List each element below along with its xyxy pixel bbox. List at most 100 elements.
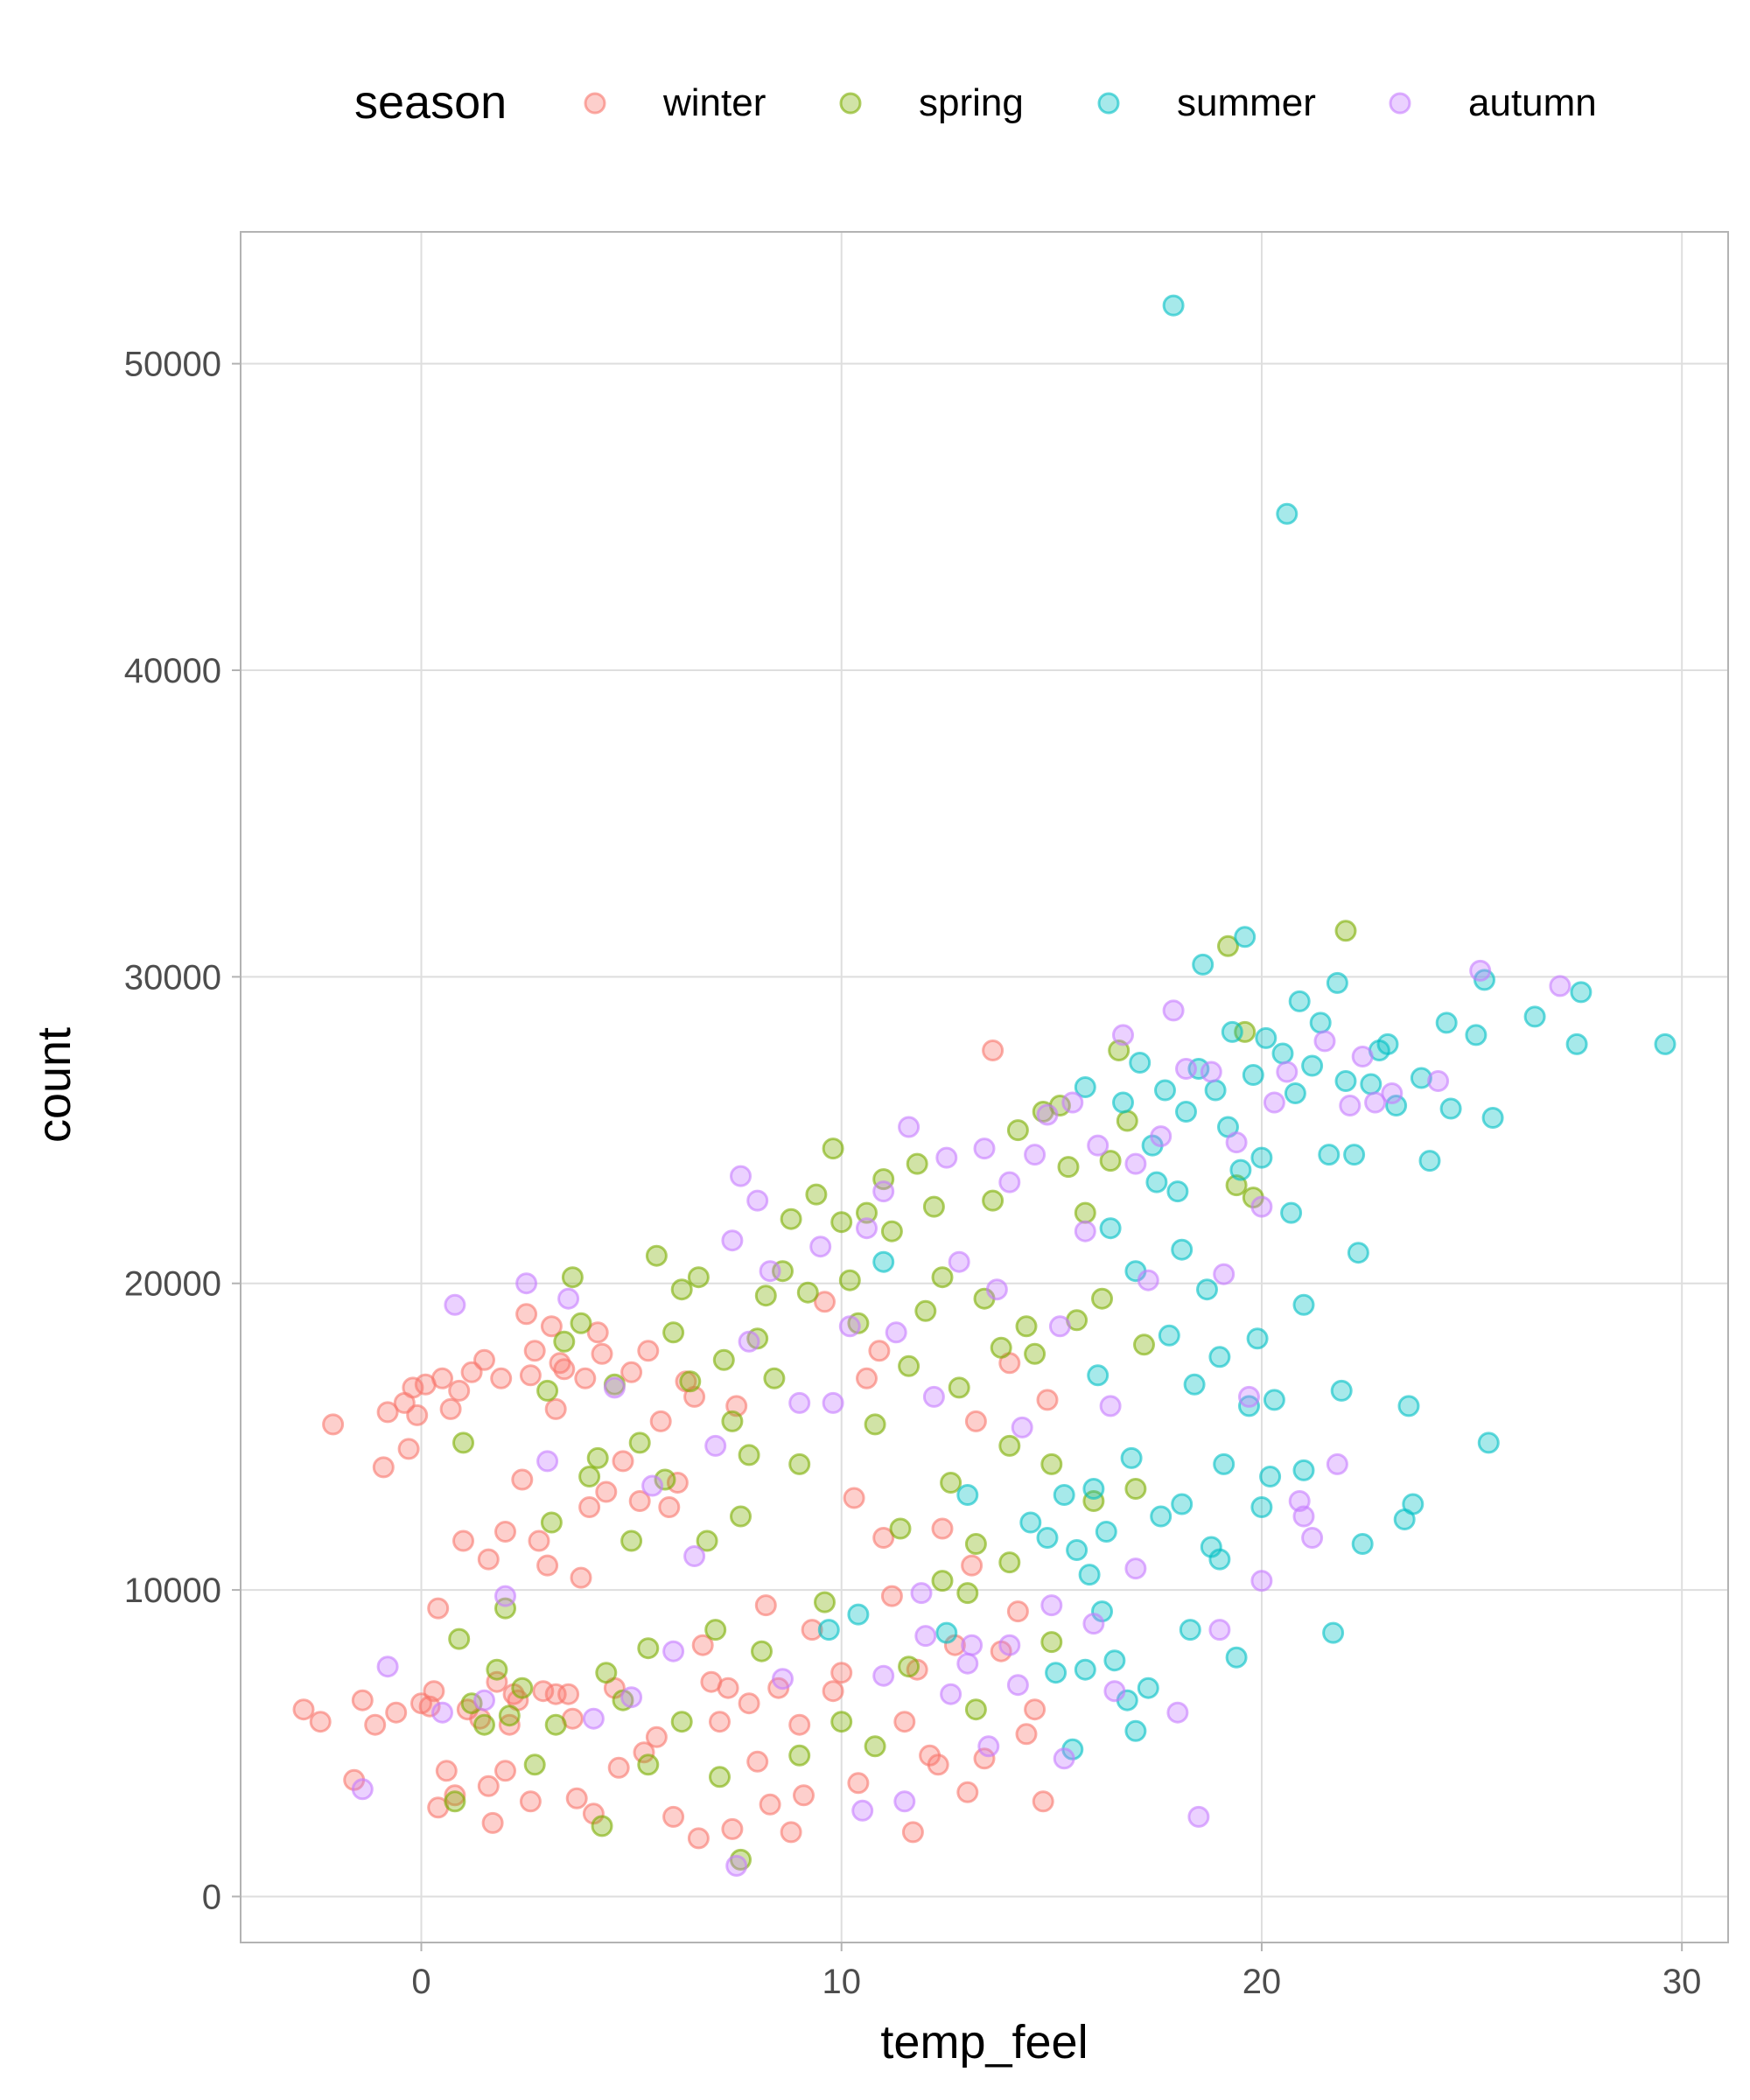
data-point (519, 1364, 542, 1387)
data-point (1166, 1180, 1189, 1203)
legend-key (1097, 92, 1120, 115)
data-point (1175, 1101, 1197, 1123)
data-point (439, 1397, 462, 1420)
data-point (1469, 959, 1492, 982)
data-point (880, 1585, 903, 1607)
data-point (1053, 1484, 1075, 1506)
data-point (1074, 1076, 1096, 1098)
data-point (931, 1266, 954, 1289)
data-point (985, 1278, 1008, 1301)
y-tick-label: 10000 (124, 1572, 221, 1610)
data-point (1091, 1287, 1113, 1310)
x-axis-ticks: 0 10 20 30 (411, 1942, 1701, 2001)
data-point (746, 1189, 769, 1212)
data-point (687, 1827, 710, 1850)
data-point (1154, 1079, 1176, 1102)
y-tick-label: 30000 (124, 958, 221, 997)
data-point (1330, 1379, 1353, 1402)
data-point (1061, 1091, 1084, 1114)
data-point (838, 1269, 861, 1292)
data-point (1238, 1385, 1260, 1408)
x-tick-label: 20 (1242, 1963, 1282, 2001)
data-point (565, 1787, 588, 1810)
data-point (645, 1244, 668, 1267)
data-point (1402, 1493, 1424, 1516)
data-point (738, 1444, 760, 1466)
data-point (940, 1683, 962, 1705)
data-point (885, 1321, 907, 1344)
data-point (511, 1468, 534, 1491)
data-point (1280, 1201, 1303, 1224)
data-point (704, 1434, 727, 1457)
data-point (633, 1741, 655, 1764)
data-point (1439, 1097, 1462, 1120)
data-point (982, 1189, 1004, 1212)
data-point (1217, 934, 1239, 957)
panel-border (240, 231, 1729, 1943)
data-point (1208, 1619, 1231, 1642)
data-point (444, 1293, 466, 1316)
data-point (956, 1484, 979, 1506)
data-point (822, 1391, 844, 1414)
data-point (738, 1692, 760, 1715)
data-point (1124, 1558, 1147, 1580)
data-point (1301, 1054, 1324, 1077)
data-point (982, 1040, 1004, 1061)
data-point (956, 1582, 979, 1605)
data-point (922, 1385, 945, 1408)
data-point (1183, 1373, 1206, 1396)
data-point (612, 1450, 634, 1473)
data-point (809, 1236, 832, 1258)
data-point (1225, 1131, 1248, 1154)
data-point (788, 1452, 811, 1475)
data-point (1229, 1158, 1252, 1181)
data-point (544, 1683, 567, 1705)
data-point (637, 1754, 660, 1776)
data-point (460, 1692, 483, 1715)
data-point (591, 1815, 613, 1838)
data-point (1339, 1095, 1362, 1116)
data-point (570, 1312, 592, 1334)
data-point (772, 1668, 794, 1690)
data-point (1162, 999, 1185, 1022)
data-point (1024, 1342, 1046, 1365)
data-point (1036, 1527, 1059, 1549)
data-point (1099, 1150, 1122, 1172)
data-point (444, 1790, 466, 1813)
data-point (730, 1165, 752, 1187)
data-point (515, 1303, 538, 1326)
data-point (683, 1545, 706, 1567)
data-point (830, 1711, 853, 1733)
data-point (649, 1410, 672, 1432)
data-point (754, 1594, 777, 1617)
data-point (730, 1505, 752, 1528)
data-point (851, 1799, 874, 1822)
data-point (788, 1744, 811, 1767)
data-point (1397, 1395, 1420, 1418)
data-point (1112, 1024, 1134, 1046)
data-point (898, 1656, 920, 1678)
data-point (540, 1511, 563, 1534)
data-point (1435, 1012, 1458, 1034)
data-point (1255, 1026, 1278, 1049)
data-point (670, 1278, 693, 1301)
data-point (586, 1321, 609, 1344)
data-point (1259, 1466, 1282, 1488)
data-point (872, 1527, 895, 1549)
y-axis-title: count (28, 1027, 80, 1143)
data-point (494, 1521, 516, 1543)
data-point (1053, 1747, 1075, 1770)
data-point (481, 1811, 504, 1834)
legend-key (1389, 92, 1411, 115)
data-point (1246, 1327, 1269, 1350)
legend-entry-autumn: autumn (1389, 81, 1597, 124)
data-point (1322, 1621, 1345, 1644)
data-point (759, 1260, 781, 1283)
data-point (1095, 1521, 1117, 1543)
data-point (1040, 1452, 1063, 1475)
data-point (544, 1397, 567, 1420)
x-tick-label: 10 (822, 1963, 861, 2001)
data-point (931, 1517, 954, 1540)
data-point (1036, 1389, 1059, 1411)
data-point (658, 1496, 681, 1518)
